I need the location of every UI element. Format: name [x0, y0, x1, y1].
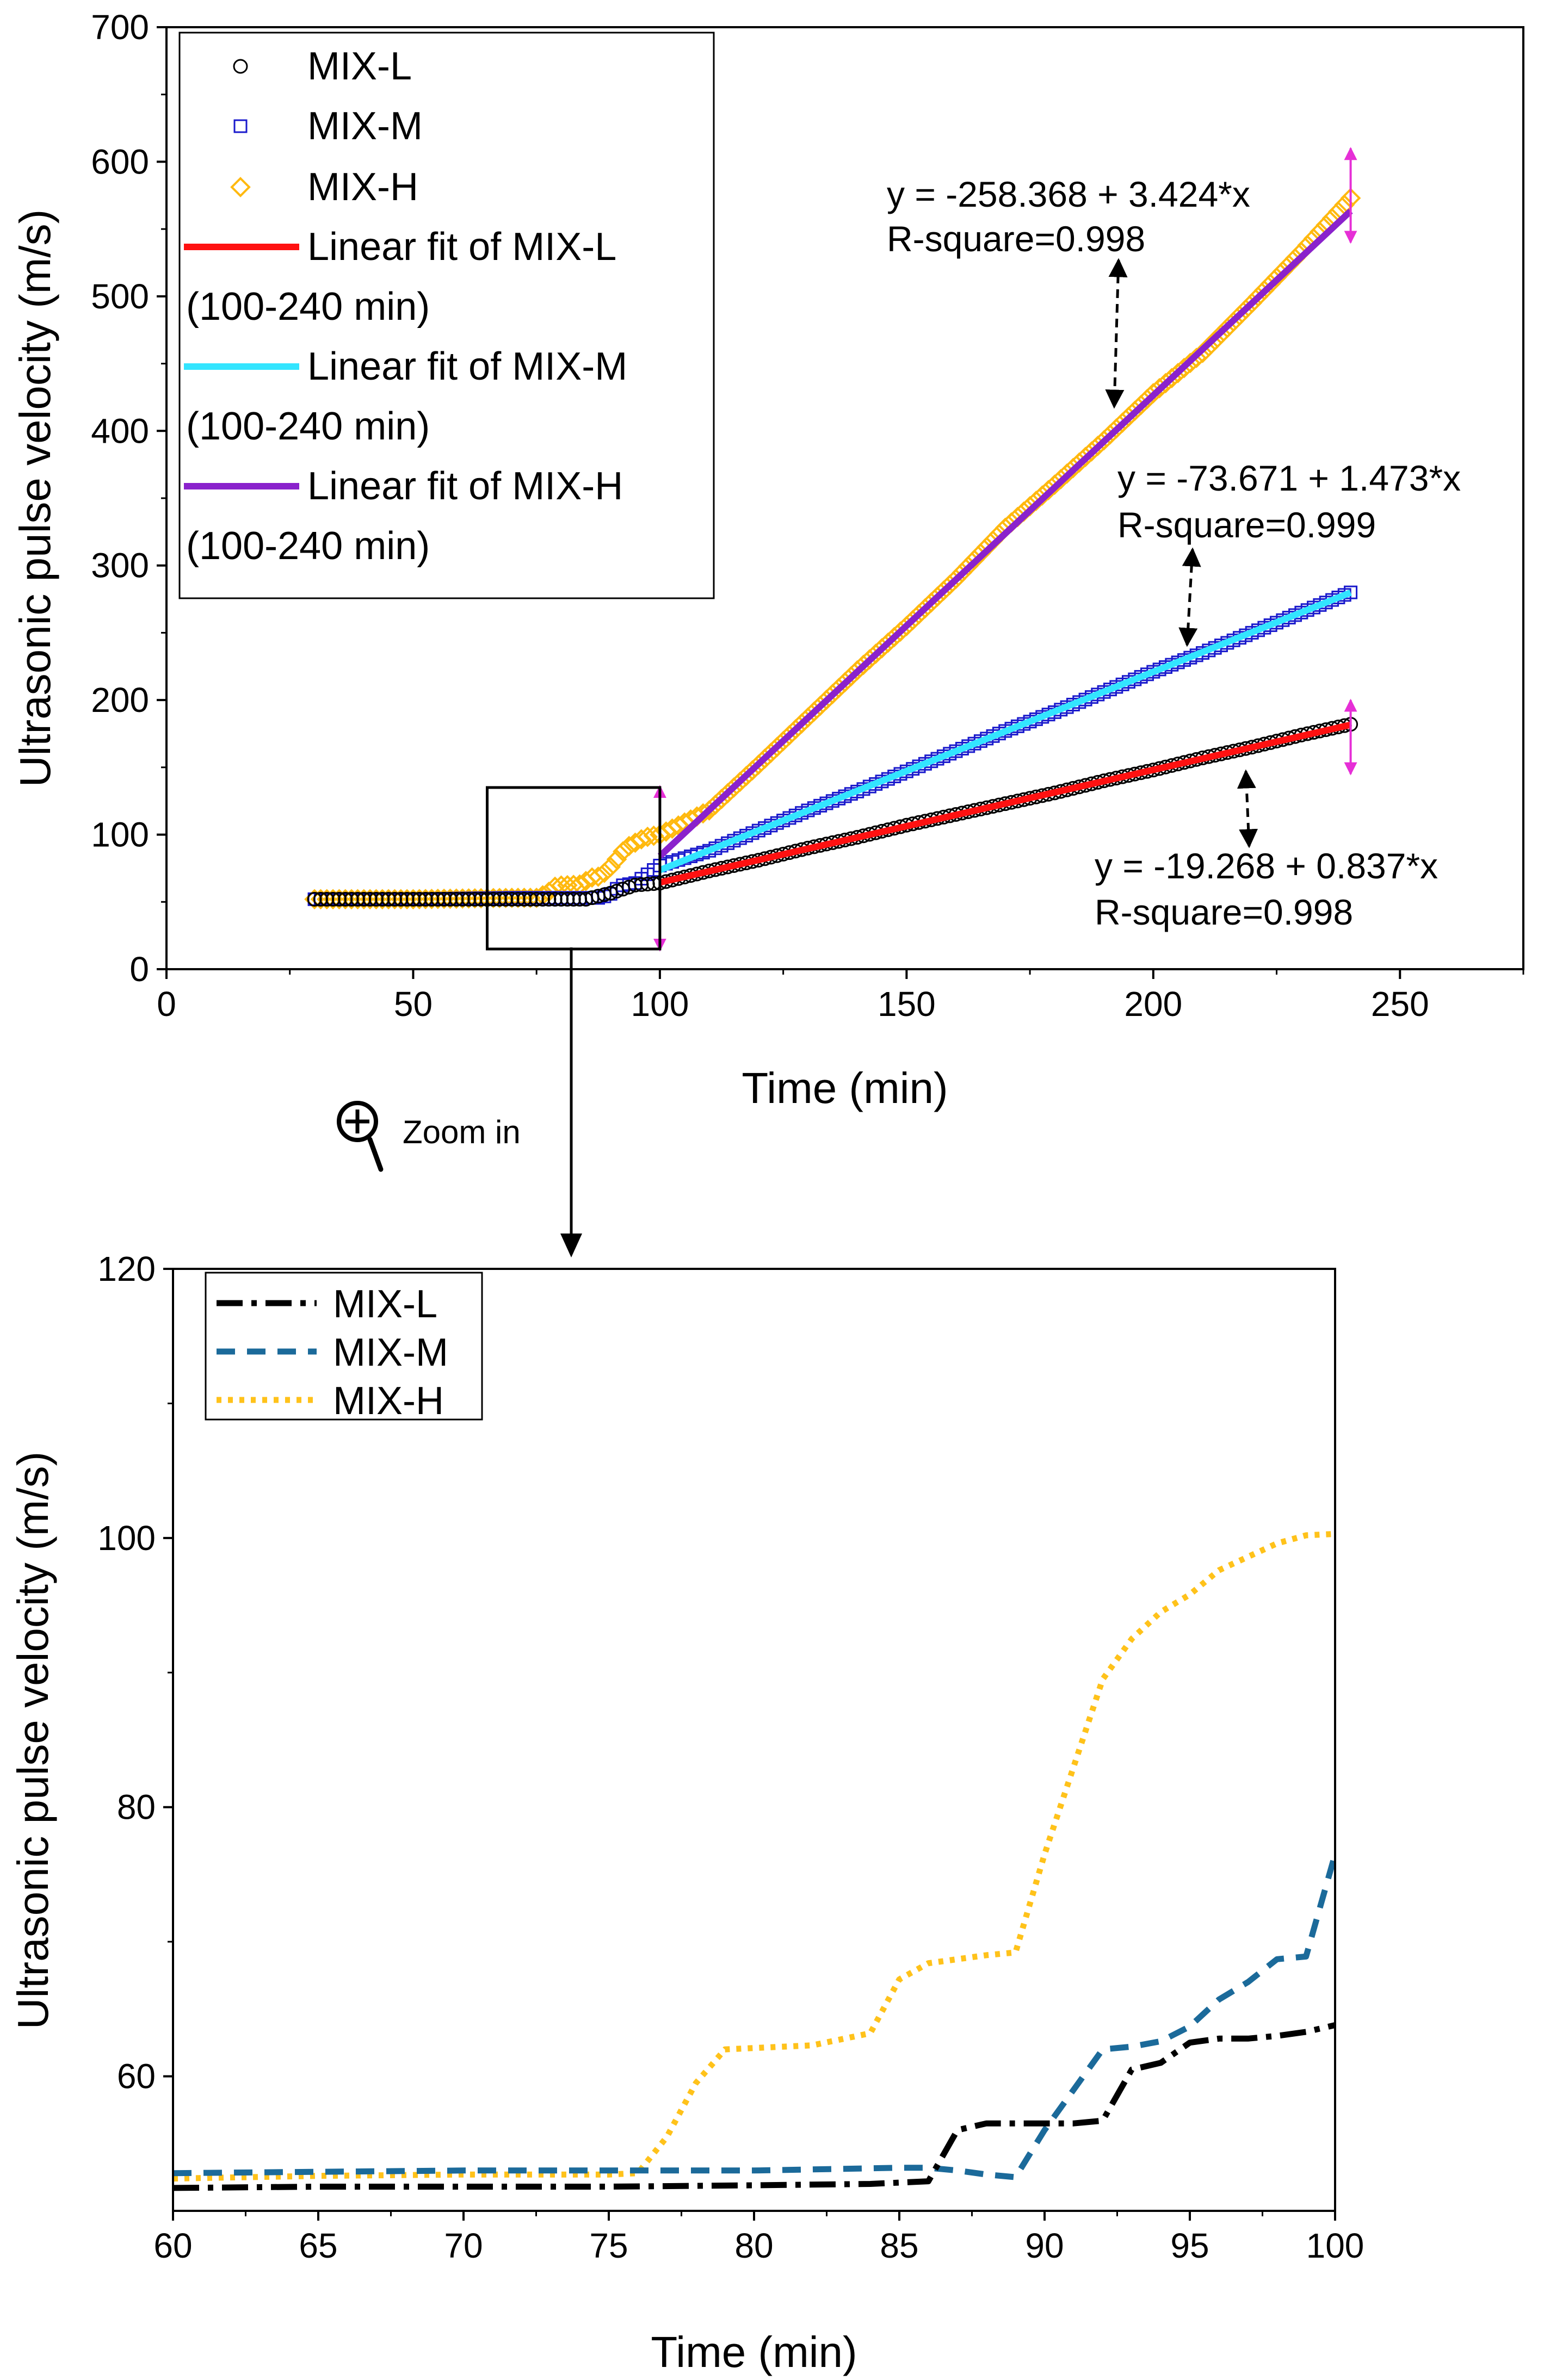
legend-label-fit-m: Linear fit of MIX-M: [307, 345, 627, 388]
top-x-tick-label: 200: [1124, 984, 1182, 1024]
bottom-y-tick-label: 100: [97, 1519, 156, 1558]
bottom-x-tick-label: 60: [153, 2226, 192, 2265]
top-y-tick-label: 100: [91, 815, 149, 854]
point-mix-h: [1199, 336, 1219, 357]
top-y-tick-label: 200: [91, 680, 149, 720]
top-y-tick-label: 0: [129, 950, 149, 989]
legend-marker-mix-m: [233, 119, 248, 133]
point-mix-h: [1211, 324, 1232, 345]
bottom-x-tick-label: 100: [1306, 2226, 1364, 2265]
legend-label-fit-h-range: (100-240 min): [186, 524, 430, 568]
annotation-m-arrow: [1178, 547, 1201, 647]
magnifier-icon: [337, 1101, 384, 1172]
top-x-axis-label: Time (min): [742, 1064, 948, 1112]
bottom-x-tick-label: 80: [734, 2226, 773, 2265]
top-y-axis-label: Ultrasonic pulse velocity (m/s): [11, 209, 59, 788]
top-y-tick-label: 300: [91, 546, 149, 585]
top-y-tick-label: 500: [91, 277, 149, 316]
bottom-x-tick-label: 65: [299, 2226, 337, 2265]
annotation-l-arrow: [1237, 769, 1258, 848]
bottom-y-tick-label: 120: [97, 1249, 156, 1288]
bottom-x-tick-label: 90: [1025, 2226, 1064, 2265]
bottom-x-axis-label: Time (min): [651, 2328, 857, 2376]
legend-marker-mix-h: [230, 177, 251, 197]
annotation-h-equation: y = -258.368 + 3.424*x: [887, 174, 1250, 214]
point-mix-h: [606, 849, 627, 870]
annotation-l-rsquare: R-square=0.998: [1095, 892, 1353, 932]
bottom-x-tick-label: 85: [880, 2226, 918, 2265]
zoom-series-mix-m: [173, 1853, 1335, 2180]
annotation-m-equation: y = -73.671 + 1.473*x: [1117, 458, 1461, 498]
top-x-tick-label: 0: [157, 984, 176, 1024]
point-mix-h: [1205, 330, 1226, 351]
point-mix-h: [613, 841, 633, 862]
legend-marker-mix-l: [233, 59, 248, 74]
top-y-tick-label: 600: [91, 142, 149, 181]
top-x-tick-label: 150: [878, 984, 936, 1024]
zoom-in-label: Zoom in: [403, 1114, 521, 1150]
bottom-legend-label-mix-l: MIX-L: [333, 1282, 437, 1326]
top-legend: MIX-L MIX-M MIX-H Linear fit of MIX-L (1…: [178, 32, 715, 599]
legend-label-mix-l: MIX-L: [307, 45, 412, 88]
point-mix-h: [588, 866, 609, 887]
annotation-h-rsquare: R-square=0.998: [887, 219, 1145, 259]
legend-label-mix-m: MIX-M: [307, 104, 423, 148]
fit-line-mix-m: [658, 590, 1352, 873]
bottom-y-tick-label: 80: [117, 1788, 156, 1827]
zoom-series-mix-l: [173, 2022, 1335, 2191]
bottom-y-tick-label: 60: [117, 2057, 156, 2096]
legend-label-fit-m-range: (100-240 min): [186, 405, 430, 448]
legend-label-fit-h: Linear fit of MIX-H: [307, 464, 623, 508]
legend-label-fit-l-range: (100-240 min): [186, 285, 430, 329]
point-mix-h: [594, 862, 615, 883]
fit-annotations: y = -258.368 + 3.424*x R-square=0.998 y …: [887, 174, 1461, 932]
bottom-x-tick-label: 70: [444, 2226, 483, 2265]
fit-line-mix-h: [657, 208, 1353, 859]
top-x-tick-label: 50: [394, 984, 433, 1024]
annotation-m-rsquare: R-square=0.999: [1117, 505, 1376, 545]
bottom-y-axis-label: Ultrasonic pulse velocity (m/s): [9, 1452, 57, 2030]
top-x-tick-label: 250: [1371, 984, 1429, 1024]
top-chart: 0 50 100 150 200 250 0 100 200 300 400 500 600 700 Ti…: [11, 8, 1524, 1112]
point-mix-h: [619, 835, 640, 857]
zoom-series-mix-h: [173, 1530, 1335, 2182]
point-mix-h: [1192, 342, 1213, 363]
zoom-connector: Zoom in: [337, 947, 582, 1257]
point-mix-h: [600, 857, 621, 877]
bottom-legend-label-mix-h: MIX-H: [333, 1379, 444, 1423]
zoom-arrowhead: [560, 1234, 582, 1257]
bottom-x-tick-label: 75: [589, 2226, 628, 2265]
fit-line-mix-l: [659, 721, 1351, 886]
bottom-legend-label-mix-m: MIX-M: [333, 1331, 448, 1374]
bottom-chart: 60 65 70 75 80 85 90 95 100 60 80 100 120 Time (min)…: [9, 1249, 1364, 2376]
top-x-tick-label: 100: [631, 984, 689, 1024]
bottom-x-tick-label: 95: [1170, 2226, 1209, 2265]
bottom-legend: MIX-L MIX-M MIX-H: [205, 1272, 483, 1423]
annotation-h-arrow: [1105, 258, 1128, 409]
top-y-tick-label: 700: [91, 8, 149, 47]
point-mix-h: [1186, 348, 1207, 368]
top-y-tick-label: 400: [91, 411, 149, 450]
annotation-l-equation: y = -19.268 + 0.837*x: [1095, 846, 1438, 886]
legend-label-mix-h: MIX-H: [307, 165, 418, 209]
point-mix-h: [1180, 352, 1201, 374]
zoom-box: [485, 786, 662, 951]
legend-label-fit-l: Linear fit of MIX-L: [307, 225, 616, 269]
